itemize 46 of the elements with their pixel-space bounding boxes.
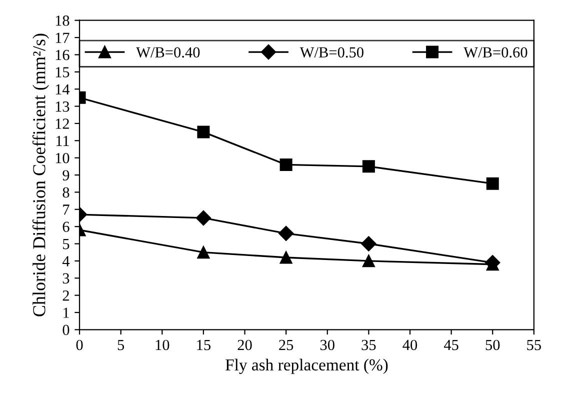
x-tick-label: 20 [238,340,252,350]
point [197,246,210,259]
x-tick-label: 45 [444,340,458,350]
y-tick-label: 15 [56,67,70,78]
y-tick-label: 7 [63,204,70,215]
x-axis-title: Fly ash replacement (%) [226,358,388,374]
y-tick-label: 18 [56,15,70,26]
y-tick-label: 5 [63,239,70,250]
y-tick-label: 11 [56,136,69,146]
point [362,254,375,268]
x-tick-label: 10 [156,340,170,350]
point [362,160,375,173]
y-tick-label: 2 [62,290,69,301]
y-tick-label: 3 [62,273,70,284]
legend-label: W/B=0.60 [464,47,528,58]
x-tick-label: 15 [197,340,210,350]
point [361,236,376,252]
point [196,210,212,226]
y-tick-label: 14 [56,84,70,94]
y-tick-label: 9 [62,170,70,180]
x-tick-label: 0 [76,340,83,350]
x-tick-label: 25 [279,340,294,350]
point [486,177,499,190]
point [197,126,210,138]
y-tick-label: 6 [62,222,70,232]
x-tick-label: 5 [118,340,124,350]
y-tick-label: 0 [62,324,70,336]
y-tick-label: 16 [56,50,70,60]
y-tick-label: 4 [62,256,70,266]
y-tick-label: 1 [64,308,69,318]
legend-label: W/B=0.50 [300,47,364,58]
y-tick-label: 13 [56,101,70,112]
x-tick-label: 40 [402,340,418,350]
y-axis-title: Chloride Diffusion Coefficient (mm²/s) [32,34,49,316]
y-tick-label: 8 [62,187,70,198]
x-tick-label: 35 [362,340,376,350]
legend-label: W/B=0.40 [136,47,200,58]
point [280,158,292,171]
point [278,226,294,242]
x-tick-label: 55 [527,340,541,350]
point [280,251,292,264]
y-tick-label: 12 [56,118,69,129]
y-tick-label: 17 [56,32,70,43]
y-tick-label: 10 [56,152,70,164]
x-tick-label: 30 [320,340,334,350]
x-tick-label: 50 [486,340,500,350]
